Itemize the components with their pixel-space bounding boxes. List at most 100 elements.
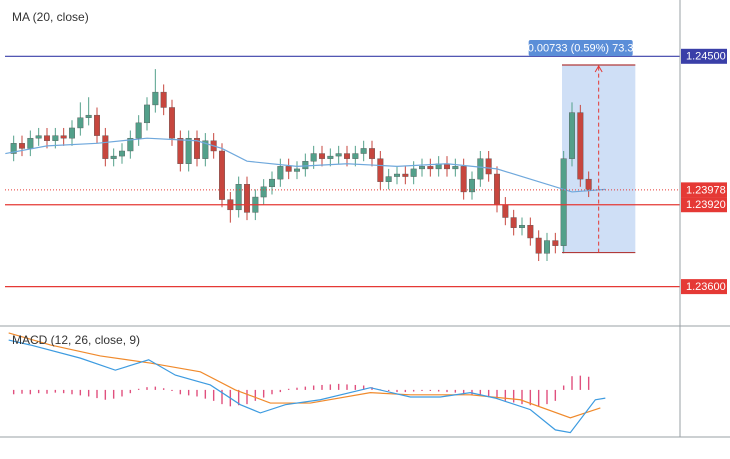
ma-line <box>5 137 606 193</box>
histogram-bar <box>512 389 515 403</box>
candle-body <box>93 114 100 136</box>
candle-body <box>19 143 26 149</box>
histogram-bar <box>171 389 173 391</box>
candle-body <box>419 166 426 170</box>
candle-body <box>44 135 51 141</box>
histogram-bar <box>312 385 315 390</box>
histogram-bar <box>504 389 507 401</box>
histogram-bar <box>87 389 90 397</box>
candle-body <box>60 135 67 139</box>
price-label-box <box>681 197 727 213</box>
histogram-bar <box>12 389 15 395</box>
candle-body <box>585 178 592 190</box>
histogram-bar <box>562 385 565 390</box>
candle-body <box>394 173 401 177</box>
histogram-bar <box>62 389 65 394</box>
candle-body <box>360 148 367 154</box>
candle-body <box>77 117 84 129</box>
histogram-bar <box>346 384 348 390</box>
histogram-bar <box>46 389 48 394</box>
labels: 0.00733 (0.59%) 73.3 1.24500 1.23978 1.2392… <box>528 40 727 295</box>
candle-body <box>510 217 517 228</box>
histogram-bar <box>204 389 207 399</box>
histogram-bar <box>37 389 40 394</box>
candle-body <box>485 158 492 175</box>
candle-body <box>385 176 392 182</box>
candle-body <box>52 135 59 141</box>
candle-body <box>152 91 159 106</box>
candle-body <box>143 104 150 124</box>
price-label-box <box>681 182 727 198</box>
signal-line <box>8 332 601 419</box>
histogram-bar <box>487 389 490 397</box>
candle-body <box>369 148 376 159</box>
candle-body <box>527 224 534 239</box>
histogram-bar <box>437 389 440 392</box>
histogram-bar <box>287 388 290 390</box>
candle-body <box>560 158 567 246</box>
histogram-bar <box>571 376 573 390</box>
candle-body <box>135 122 142 139</box>
candle-body <box>277 166 284 180</box>
candle-body <box>177 137 184 164</box>
measure-arrow-head <box>594 65 603 73</box>
candle-body <box>160 91 167 108</box>
main-title: MA (20, close) <box>12 10 89 24</box>
candle-body <box>102 135 109 159</box>
price-label: 1.24500 <box>686 51 726 63</box>
histogram-bar <box>104 389 107 400</box>
candle-body <box>577 112 584 180</box>
candle-body <box>185 137 192 164</box>
histogram-bar <box>96 389 98 399</box>
histogram-bar <box>446 389 448 393</box>
candle-body <box>377 158 384 182</box>
candle-body <box>452 166 459 170</box>
candle-body <box>569 112 576 159</box>
candle-body <box>319 153 326 159</box>
candle-body <box>285 166 292 172</box>
histogram-bar <box>262 389 265 398</box>
price-label-box <box>681 279 727 295</box>
candle-body <box>168 107 175 139</box>
histogram-bar <box>521 389 523 405</box>
price-label-box <box>681 48 727 64</box>
candle-body <box>110 155 117 159</box>
histogram-bar <box>121 389 123 397</box>
candle-body <box>85 114 92 118</box>
candle-body <box>469 178 476 193</box>
candle-body <box>235 184 242 211</box>
histogram-bar <box>554 389 557 401</box>
candle-body <box>477 158 484 180</box>
candle-body <box>552 240 559 246</box>
histogram-bar <box>354 384 357 390</box>
candle-body <box>260 186 267 198</box>
histogram-bar <box>462 389 465 395</box>
candle-body <box>35 135 42 139</box>
histogram-bar <box>246 389 248 405</box>
histogram-bar <box>429 389 432 391</box>
histogram-bar <box>21 389 23 394</box>
histogram-bar <box>137 388 140 390</box>
candle-body <box>410 168 417 177</box>
macd-title: MACD (12, 26, close, 9) <box>12 333 140 347</box>
price-label: 1.23600 <box>686 281 726 293</box>
histogram-bar <box>321 384 323 390</box>
candle-body <box>519 224 526 228</box>
histogram-bar <box>329 384 332 390</box>
candle-body <box>327 155 334 159</box>
candle-body <box>310 153 317 162</box>
histogram-bar <box>54 389 57 393</box>
measure-label-box <box>528 40 633 56</box>
histogram-bar <box>304 386 307 390</box>
histogram-bar <box>221 389 223 405</box>
histogram-bar <box>587 376 590 390</box>
candle-body <box>460 166 467 193</box>
candle-body <box>10 143 17 154</box>
histogram-bar <box>412 389 415 392</box>
histogram-bar <box>396 389 398 393</box>
candle-body <box>294 168 301 172</box>
candle-body <box>193 137 200 159</box>
candle-body <box>269 178 276 188</box>
histogram-bar <box>29 389 32 395</box>
candle-body <box>544 240 551 254</box>
